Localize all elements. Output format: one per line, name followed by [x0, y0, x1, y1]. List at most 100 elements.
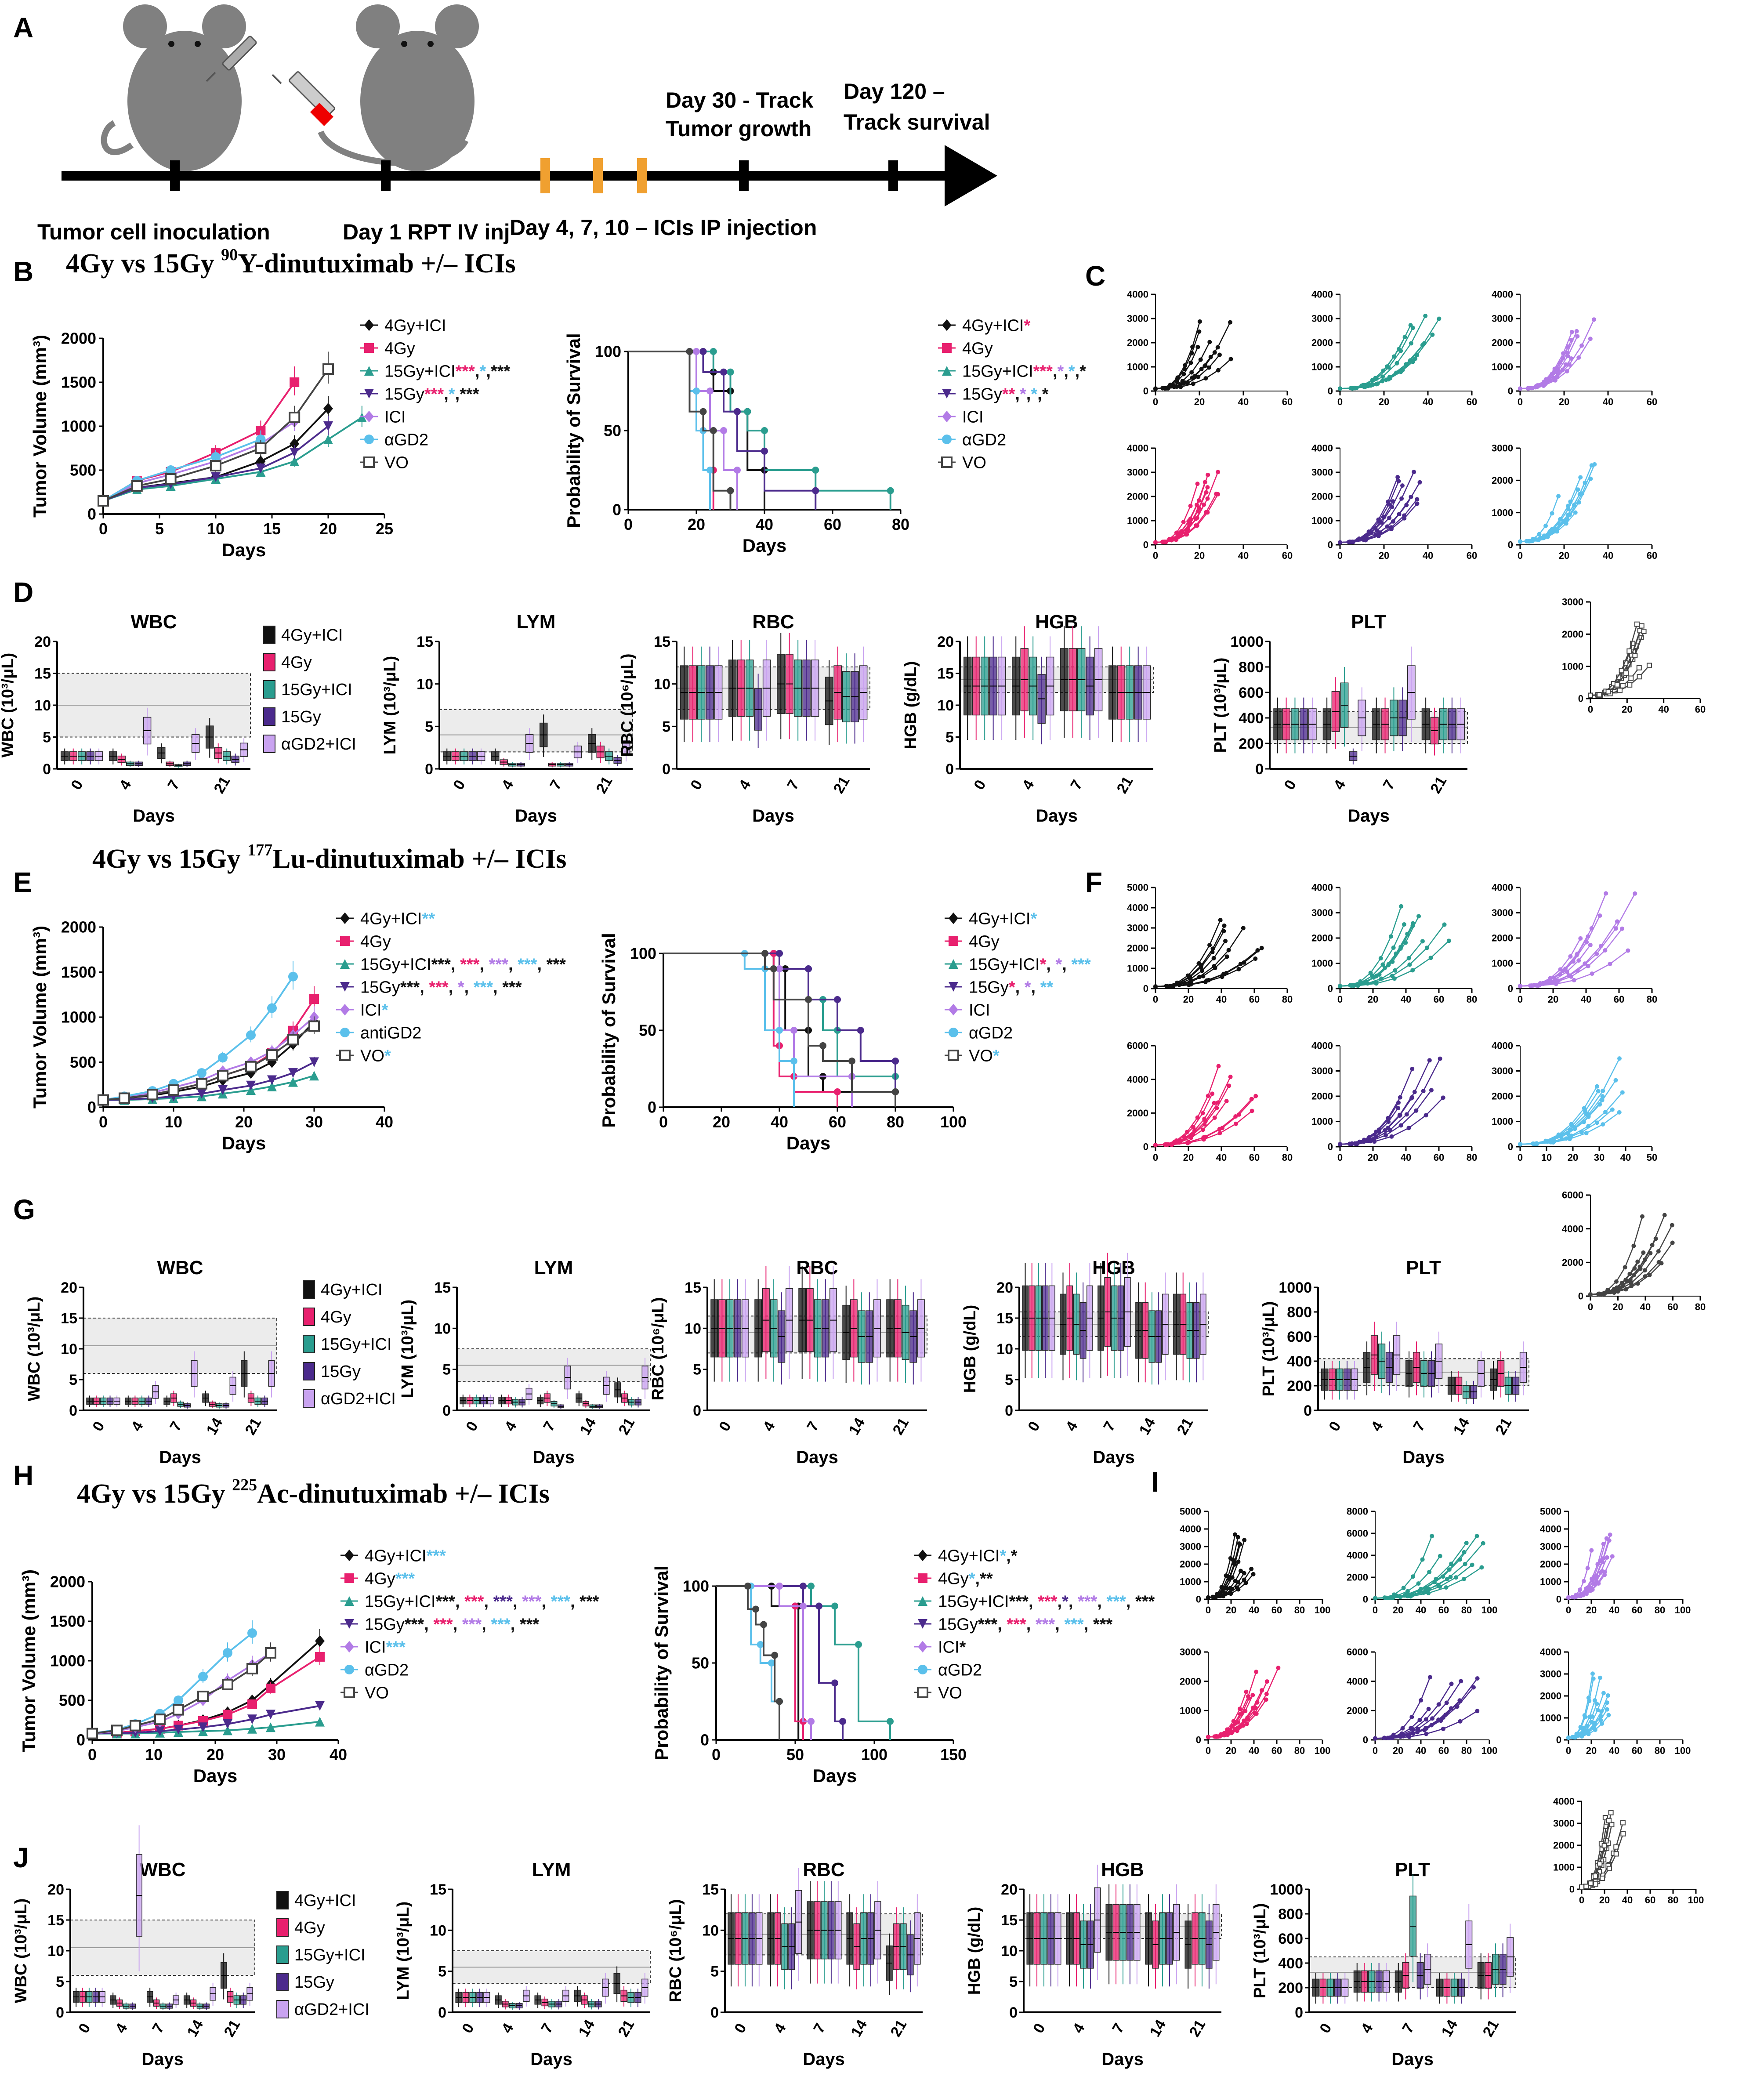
trace-point: [1641, 1250, 1646, 1255]
trace-point: [1246, 1694, 1250, 1699]
x-axis-label: Days: [1093, 1448, 1135, 1467]
y-tick-label: 3000: [1492, 907, 1513, 918]
legend-entry: 15Gy**,*,*,*: [962, 385, 1049, 403]
trace-point: [1565, 969, 1569, 974]
trace-point: [1400, 483, 1405, 488]
trace-point: [1228, 1590, 1232, 1595]
y-tick-label: 4000: [1540, 1524, 1561, 1535]
y-tick-label: 5: [56, 1974, 64, 1990]
trace-point: [1600, 1721, 1605, 1726]
legend-label: αGD2: [365, 1661, 409, 1679]
x-tick-label: 60: [1438, 1605, 1449, 1616]
trace-point: [1183, 380, 1188, 385]
trace-point: [1438, 1554, 1442, 1558]
data-point: [246, 1663, 258, 1674]
y-axis-label: PLT (10³/μL): [1211, 658, 1230, 753]
legend-label: 4Gy+ICI: [969, 909, 1030, 928]
trace-point: [1168, 383, 1173, 388]
y-tick-label: 10: [434, 1320, 451, 1337]
legend-label: 4Gy+ICI: [384, 316, 446, 335]
trace-point: [1593, 1575, 1598, 1580]
legend-label: 15Gy: [962, 385, 1002, 403]
trace-point: [1576, 355, 1581, 360]
y-tick-label: 15: [685, 1279, 701, 1296]
trace-point: [1376, 533, 1381, 538]
significance-mark: *: [1009, 978, 1015, 996]
trace-point: [1441, 1095, 1445, 1100]
panel-title: WBC: [130, 611, 177, 633]
trace-point: [1228, 1074, 1233, 1079]
trace-point: [1608, 962, 1612, 967]
y-tick-label: 20: [937, 634, 954, 650]
trace-point: [1394, 370, 1398, 375]
y-tick-label: 1000: [1127, 963, 1148, 974]
trace-point: [1461, 1576, 1466, 1581]
trace-point: [1538, 981, 1543, 986]
trace-point: [1188, 504, 1193, 508]
y-tick-label: 15: [702, 1881, 719, 1898]
data-point: [223, 1648, 232, 1658]
trace-point: [1231, 1558, 1235, 1562]
blood-panel-rbc: 0 5 10 15 RBC RBC (10⁶/μL) 0 4 7 14 21 Days: [649, 1257, 927, 1467]
trace-point: [1619, 668, 1624, 674]
trace-point: [1594, 951, 1599, 956]
x-tick-label: 80: [1668, 1895, 1678, 1906]
series-line: [92, 1705, 320, 1735]
y-tick-label: 0: [648, 1098, 656, 1116]
survival-chart: 0 50 100 0 50 100 150 Days Probability of Surviv…: [651, 1547, 1155, 1786]
x-tick-label: 0: [659, 1113, 668, 1131]
legend-marker: [340, 959, 350, 969]
trace-point: [1395, 475, 1400, 480]
trace-point: [1210, 1091, 1215, 1096]
legend-swatch: [276, 1891, 289, 1909]
y-tick-label: 4000: [1553, 1796, 1575, 1807]
x-tick-label: 20: [1599, 1895, 1610, 1906]
trace-point: [1594, 1120, 1599, 1125]
censor-mark: [744, 408, 751, 415]
trace-point: [1238, 1706, 1242, 1711]
legend-entry: ICI***: [365, 1638, 406, 1656]
x-tick-label: 4: [1330, 777, 1349, 793]
y-tick-label: 5: [1005, 1372, 1013, 1388]
trace-point: [1441, 1726, 1445, 1731]
x-tick-label: 0: [1281, 777, 1300, 793]
trace-point: [1596, 1089, 1601, 1094]
y-tick-label: 10: [654, 676, 670, 693]
trace-point: [1481, 1541, 1485, 1546]
x-tick-label: 80: [1461, 1745, 1472, 1756]
x-tick-label: 4: [760, 1419, 778, 1434]
y-tick-label: 4000: [1127, 902, 1148, 913]
x-tick-label: 60: [1647, 550, 1657, 561]
x-tick-label: 15: [263, 520, 281, 538]
trace-point: [1171, 984, 1176, 989]
trace-point: [1338, 540, 1342, 545]
y-tick-label: 15: [937, 666, 954, 682]
censor-mark: [693, 388, 700, 395]
y-tick-label: 1000: [1492, 362, 1513, 373]
legend-marker: [364, 410, 374, 423]
trace-point: [1470, 1562, 1474, 1567]
x-tick-label: 4: [498, 2021, 517, 2036]
y-tick-label: 6000: [1347, 1647, 1368, 1658]
timeline-label-ici: Day 4, 7, 10 – ICIs IP injection: [510, 215, 817, 240]
trace-point: [1205, 510, 1210, 515]
trace-point: [1243, 1580, 1248, 1585]
censor-mark: [812, 487, 819, 494]
legend-marker: [340, 912, 350, 924]
y-tick-label: 0: [1578, 693, 1583, 704]
significance-mark: ,: [482, 1615, 491, 1634]
censor-mark: [831, 1679, 838, 1687]
panel-a: A: [13, 4, 997, 244]
trace-point: [1602, 1572, 1607, 1577]
x-tick-label: 7: [784, 777, 802, 793]
legend-entry: VO: [365, 1684, 389, 1702]
y-tick-label: 2000: [1127, 337, 1148, 348]
legend-label: 15Gy+ICI: [294, 1946, 366, 1964]
trace-point: [1264, 1697, 1268, 1702]
legend-entry: ICI: [969, 1001, 990, 1019]
trace-point: [1459, 1679, 1463, 1684]
x-tick-label: 0: [1518, 994, 1523, 1005]
data-point: [267, 1056, 277, 1068]
trace-point: [1424, 1726, 1429, 1731]
y-tick-label: 1000: [1270, 1881, 1303, 1898]
